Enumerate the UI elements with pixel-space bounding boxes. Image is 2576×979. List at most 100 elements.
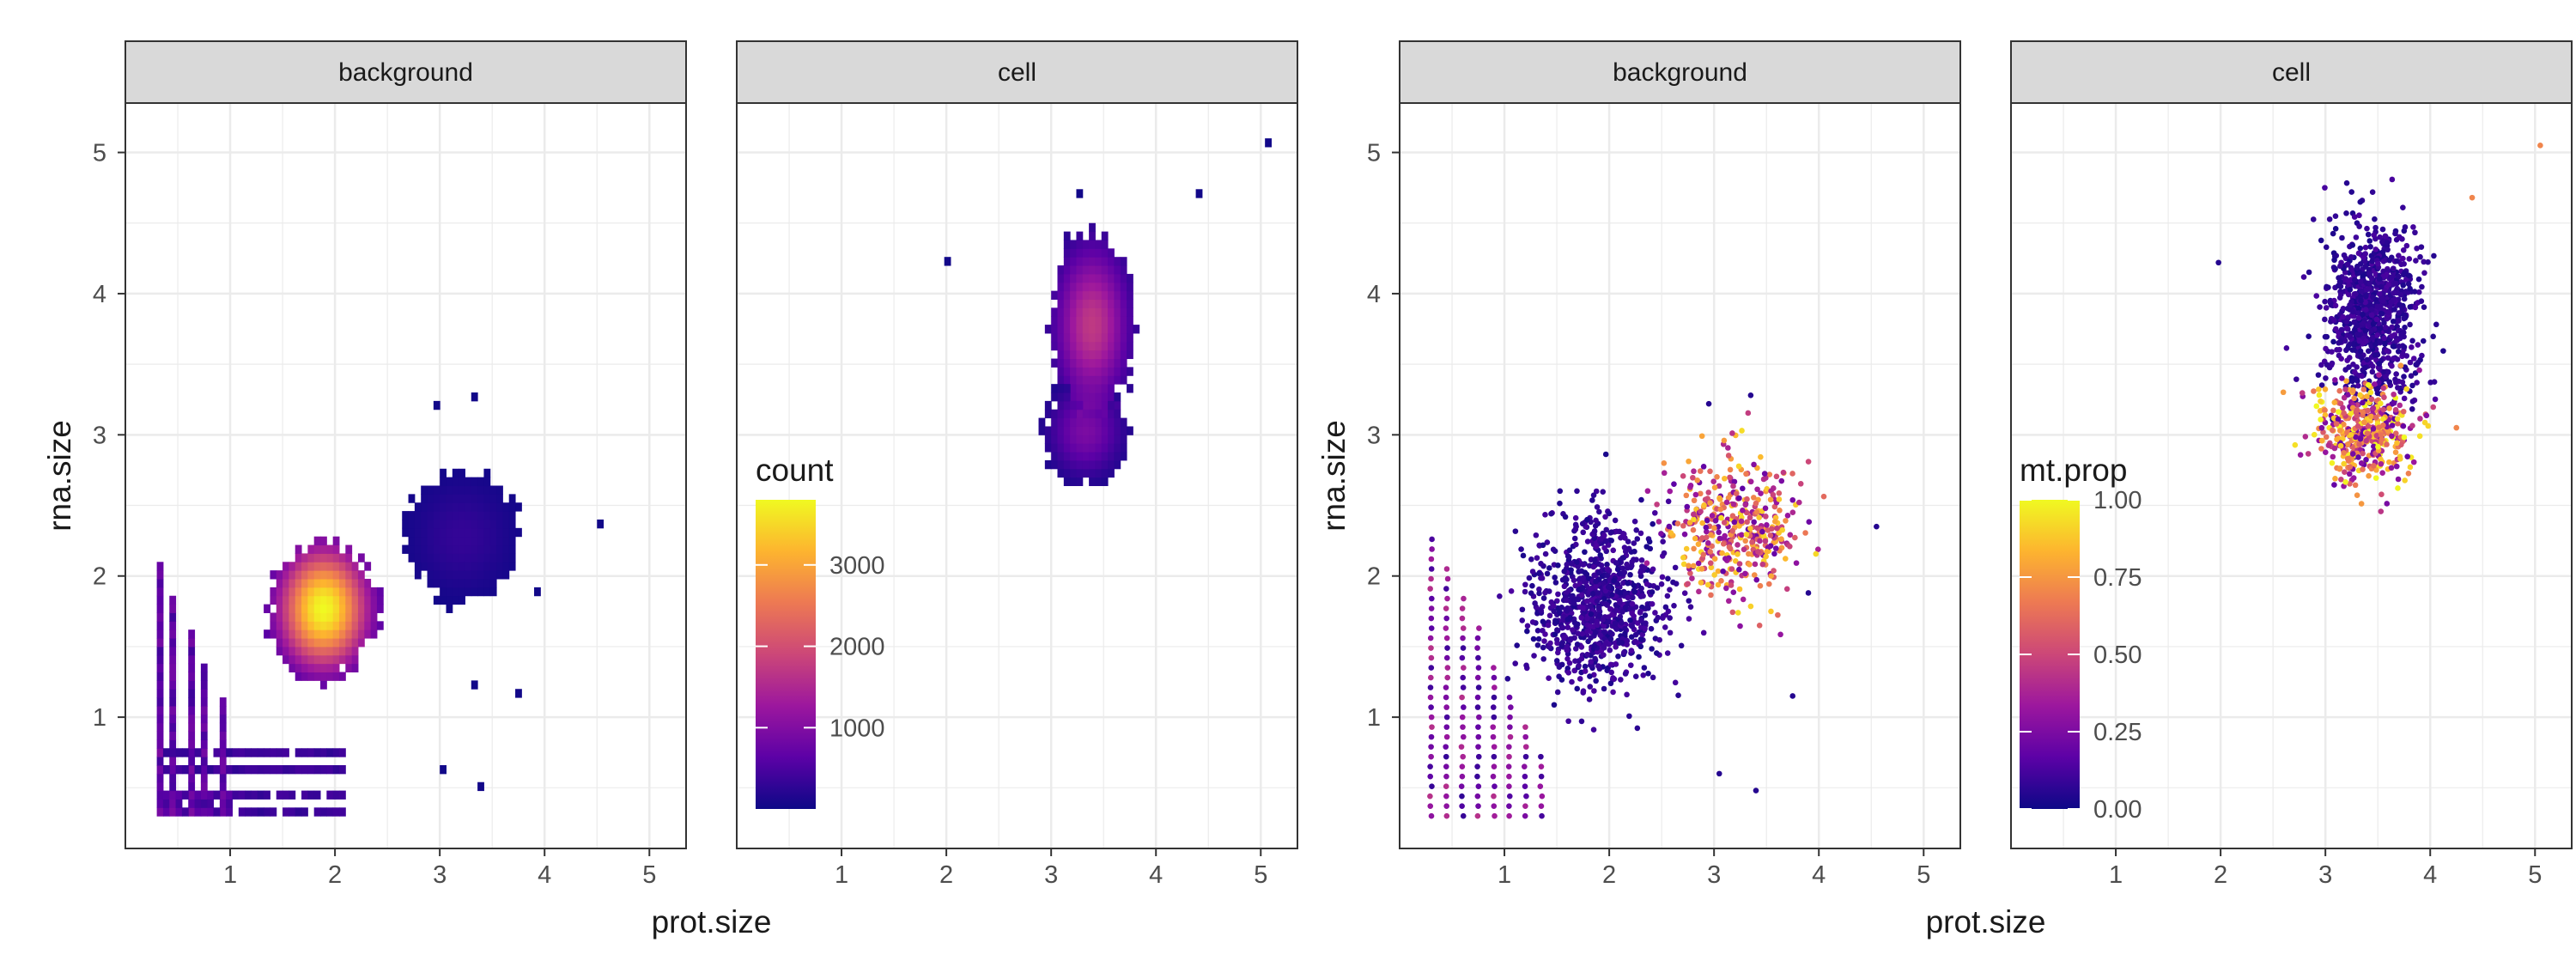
scatter-point <box>1606 568 1613 574</box>
heatmap-bin <box>1051 426 1058 435</box>
heatmap-bin <box>408 553 416 562</box>
heatmap-bin <box>276 587 283 597</box>
scatter-point <box>1459 793 1465 800</box>
scatter-point <box>1702 496 1709 503</box>
heatmap-bin <box>483 536 491 546</box>
scatter-point <box>1691 545 1697 552</box>
scatter-point <box>2391 356 2397 362</box>
heatmap-bin <box>370 604 378 613</box>
scatter-point <box>2334 436 2340 442</box>
scatter-point <box>2364 225 2370 232</box>
heatmap-bin <box>357 587 365 597</box>
scatter-point <box>2349 242 2356 248</box>
heatmap-bin <box>156 638 164 648</box>
heatmap-bin <box>477 579 484 588</box>
scatter-point <box>1604 572 1611 579</box>
scatter-point <box>2372 381 2378 387</box>
heatmap-bin <box>1063 307 1071 317</box>
heatmap-bin <box>1114 299 1121 308</box>
scatter-point <box>1691 516 1697 523</box>
scatter-point <box>2292 441 2299 448</box>
scatter-point <box>2320 429 2326 435</box>
heatmap-bin <box>338 807 346 817</box>
heatmap-bin <box>427 502 434 512</box>
heatmap-bin <box>452 587 459 597</box>
scatter-point <box>1720 540 1727 547</box>
heatmap-bin <box>332 544 340 554</box>
heatmap-bin <box>446 579 453 588</box>
scatter-point <box>1617 589 1624 596</box>
heatmap-bin <box>1044 400 1052 410</box>
scatter-point <box>1616 528 1623 535</box>
scatter-point <box>2405 281 2412 287</box>
scatter-point <box>2336 428 2343 434</box>
x-axis-title: prot.size <box>652 904 772 939</box>
heatmap-bin <box>1070 400 1077 410</box>
scatter-point <box>2372 341 2379 348</box>
scatter-point <box>2379 226 2386 233</box>
scatter-point <box>1649 646 1655 652</box>
heatmap-bin <box>1095 417 1103 427</box>
scatter-point <box>2400 408 2407 415</box>
scatter-point <box>1459 654 1466 661</box>
heatmap-bin <box>1063 257 1071 266</box>
heatmap-bin <box>156 765 164 775</box>
heatmap-bin <box>1101 325 1109 334</box>
scatter-point <box>1708 532 1714 538</box>
scatter-point <box>1598 536 1604 542</box>
scatter-point <box>1757 582 1764 589</box>
scatter-point <box>2409 406 2415 412</box>
heatmap-bin <box>295 595 302 605</box>
scatter-point <box>1680 561 1687 568</box>
heatmap-bin <box>1101 400 1109 410</box>
scatter-point <box>1660 615 1666 621</box>
scatter-point <box>2372 414 2379 421</box>
scatter-point <box>2407 304 2414 310</box>
scatter-point <box>2316 392 2323 398</box>
heatmap-bin <box>364 621 372 630</box>
scatter-point <box>1584 516 1590 523</box>
heatmap-bin <box>508 502 516 512</box>
heatmap-bin <box>502 544 510 554</box>
heatmap-bin <box>289 587 296 597</box>
heatmap-bin <box>1120 282 1127 292</box>
heatmap-bin <box>345 570 353 580</box>
scatter-point <box>1637 530 1644 537</box>
scatter-point <box>2387 274 2394 281</box>
heatmap-bin <box>502 511 510 520</box>
scatter-point <box>2343 210 2349 216</box>
heatmap-bin <box>332 672 340 681</box>
scatter-point <box>1615 654 1621 660</box>
heatmap-bin <box>1127 290 1133 301</box>
heatmap-bin <box>1076 265 1084 275</box>
scatter-point <box>1541 638 1547 644</box>
panel-background <box>2011 103 2572 848</box>
heatmap-bin <box>1101 443 1109 453</box>
heatmap-bin <box>264 748 270 757</box>
scatter-point <box>1428 665 1435 671</box>
scatter-point <box>1727 474 1733 481</box>
scatter-point <box>2409 423 2415 429</box>
heatmap-bin <box>459 468 465 478</box>
scatter-point <box>1700 464 1707 470</box>
heatmap-bin <box>1076 477 1084 487</box>
heatmap-bin <box>169 672 177 681</box>
heatmap-bin <box>283 604 289 613</box>
scatter-point <box>2360 367 2366 374</box>
heatmap-bin <box>446 536 453 546</box>
heatmap-bin <box>1057 307 1065 317</box>
scatter-point <box>1538 763 1545 769</box>
scatter-point <box>1646 538 1653 545</box>
heatmap-bin <box>1114 358 1121 368</box>
heatmap-bin <box>320 748 327 757</box>
scatter-point <box>1580 605 1586 611</box>
scatter-point <box>2347 301 2353 308</box>
heatmap-bin <box>345 595 353 605</box>
heatmap-bin <box>1063 332 1071 343</box>
scatter-point <box>1443 753 1449 760</box>
heatmap-bin <box>465 570 472 580</box>
heatmap-bin <box>307 672 315 681</box>
scatter-point <box>2318 382 2325 388</box>
heatmap-bin <box>270 595 277 605</box>
heatmap-bin <box>471 587 478 597</box>
